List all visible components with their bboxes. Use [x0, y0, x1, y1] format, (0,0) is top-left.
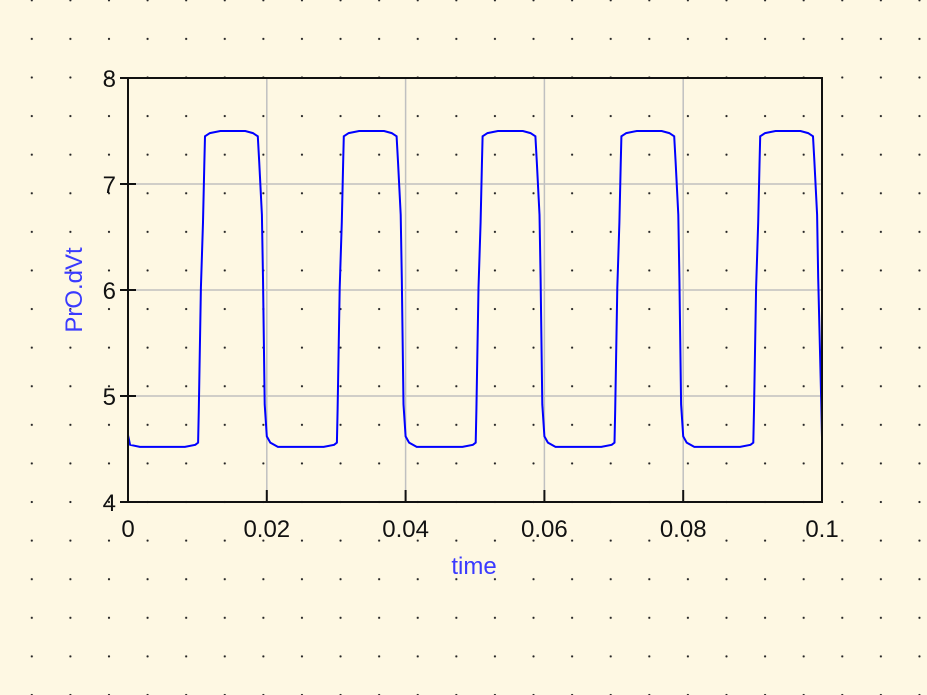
- y-axis-label: PrO.dVt: [61, 247, 88, 333]
- y-tick-label: 7: [103, 172, 116, 199]
- series-line: [127, 130, 823, 448]
- y-tick-label: 6: [103, 278, 116, 305]
- y-tick-label: 5: [103, 384, 116, 411]
- series-layer: [127, 130, 823, 448]
- x-tick-label: 0: [121, 516, 134, 543]
- ticks: 0 0.02 0.04 0.06 0.08 0.1 4 5 6 7 8: [103, 66, 839, 543]
- x-tick-label: 0.1: [805, 516, 838, 543]
- x-tick-label: 0.02: [243, 516, 290, 543]
- y-tick-label: 4: [103, 490, 116, 517]
- x-tick-label: 0.06: [521, 516, 568, 543]
- x-tick-label: 0.08: [660, 516, 707, 543]
- y-tick-label: 8: [103, 66, 116, 93]
- x-tick-label: 0.04: [382, 516, 429, 543]
- x-axis-label: time: [451, 553, 496, 580]
